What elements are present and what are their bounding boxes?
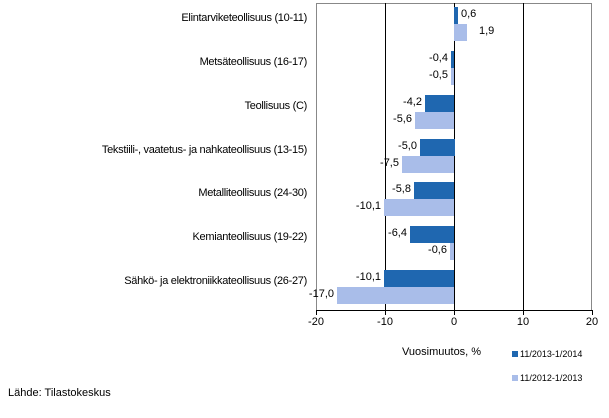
legend-swatch-icon [512, 375, 518, 381]
bar-previous [415, 111, 454, 129]
data-label: -5,8 [392, 183, 411, 196]
bar-previous [451, 67, 454, 85]
x-tick-label: 20 [585, 316, 599, 328]
bar-previous [402, 155, 454, 173]
x-tick-label: -10 [377, 316, 393, 328]
data-label: -7,5 [380, 156, 399, 169]
category-label: Teollisuus (C) [244, 99, 308, 112]
bar-previous [337, 287, 454, 305]
data-label: -17,0 [308, 288, 334, 301]
legend-label: 11/2013-1/2014 [520, 349, 583, 359]
data-label: -5,0 [398, 139, 417, 152]
bar-current [410, 226, 454, 244]
source-note: Lähde: Tilastokeskus [8, 387, 111, 399]
data-label: 0,6 [461, 8, 477, 20]
data-label: -6,4 [388, 227, 407, 240]
x-tick [592, 310, 593, 315]
data-label: -0,5 [429, 68, 448, 81]
data-label: -10,1 [355, 200, 381, 213]
legend-label: 11/2012-1/2013 [520, 373, 583, 383]
x-tick-label: 10 [516, 316, 530, 328]
bar-previous [384, 199, 454, 217]
bar-current [414, 182, 454, 200]
legend-item: 11/2012-1/2013 [512, 373, 582, 383]
data-label: -10,1 [355, 271, 381, 284]
category-label: Tekstiili-, vaatetus- ja nahkateollisuus… [101, 143, 307, 156]
data-label: -4,2 [403, 95, 422, 108]
legend-item: 11/2013-1/2014 [512, 349, 582, 359]
category-label: Metalliteollisuus (24-30) [198, 187, 307, 200]
x-axis-title: Vuosimuutos, % [402, 346, 482, 358]
bar-previous [454, 24, 467, 41]
bar-current [451, 50, 454, 68]
data-label: -0,6 [428, 244, 447, 257]
bar-current [454, 7, 458, 24]
bar-current [425, 94, 454, 112]
x-tick [316, 310, 317, 315]
x-tick [385, 310, 386, 315]
category-label: Sähkö- ja elektroniikkateollisuus (26-27… [124, 275, 307, 288]
bar-current [384, 270, 454, 288]
legend-swatch-icon [512, 351, 518, 357]
category-label: Kemianteollisuus (19-22) [192, 231, 308, 244]
category-label: Metsäteollisuus (16-17) [199, 55, 308, 68]
bar-current [420, 138, 455, 156]
gridline [454, 3, 455, 310]
x-tick-label: 0 [450, 316, 458, 328]
gridline [385, 3, 386, 310]
data-label: -0,4 [429, 51, 448, 64]
x-tick [454, 310, 455, 315]
bar-previous [450, 243, 454, 261]
data-label: -5,6 [393, 112, 412, 125]
x-tick [523, 310, 524, 315]
x-tick-label: -20 [308, 316, 324, 328]
category-label: Elintarviketeollisuus (10-11) [181, 11, 307, 24]
data-label: 1,9 [479, 25, 495, 37]
gridline [523, 3, 524, 310]
